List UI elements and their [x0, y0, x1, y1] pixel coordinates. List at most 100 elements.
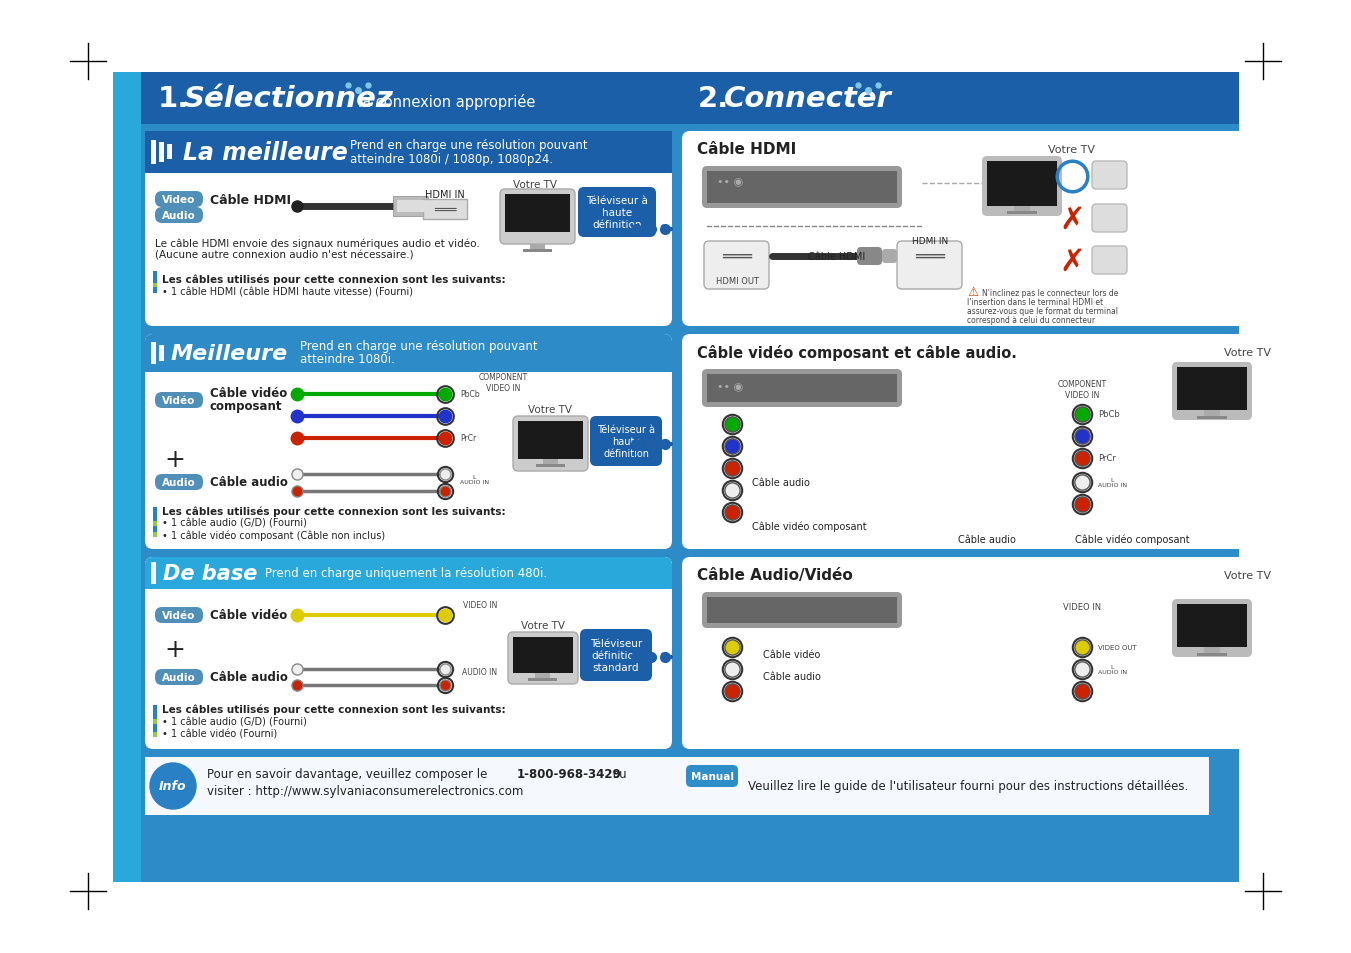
- Bar: [153, 507, 157, 534]
- Text: Veuillez lire le guide de l'utilisateur fourni pour des instructions détaillées.: Veuillez lire le guide de l'utilisateur …: [748, 780, 1189, 793]
- Bar: [1204, 411, 1220, 416]
- Bar: [145, 578, 671, 589]
- Bar: [153, 521, 157, 526]
- Text: ═══: ═══: [915, 248, 944, 266]
- Text: +: +: [165, 638, 185, 661]
- Text: ou: ou: [612, 768, 627, 781]
- Text: De base: De base: [163, 563, 258, 583]
- Bar: [523, 250, 553, 253]
- Bar: [528, 679, 557, 681]
- FancyBboxPatch shape: [686, 765, 738, 787]
- Bar: [159, 346, 163, 361]
- Text: HDMI OUT: HDMI OUT: [716, 277, 758, 286]
- Text: Info: Info: [159, 780, 186, 793]
- FancyBboxPatch shape: [897, 242, 962, 290]
- Text: HDMI IN: HDMI IN: [912, 237, 948, 246]
- Text: 1-800-968-3429: 1-800-968-3429: [517, 768, 621, 781]
- Text: assurez-vous que le format du terminal: assurez-vous que le format du terminal: [967, 307, 1119, 316]
- Text: Câble vidéo composant: Câble vidéo composant: [753, 521, 866, 532]
- FancyBboxPatch shape: [857, 248, 882, 266]
- Text: correspond à celui du connecteur: correspond à celui du connecteur: [967, 316, 1096, 325]
- Text: •• ◉: •• ◉: [717, 177, 743, 187]
- Text: Câble Audio/Vidéo: Câble Audio/Vidéo: [697, 568, 852, 583]
- Text: Câble vidéo: Câble vidéo: [763, 649, 820, 659]
- Bar: [141, 73, 678, 125]
- Text: Connecter: Connecter: [724, 85, 892, 112]
- Text: Câble audio: Câble audio: [763, 671, 821, 681]
- FancyBboxPatch shape: [145, 335, 671, 373]
- Text: Audio: Audio: [162, 477, 196, 488]
- Text: composant: composant: [209, 400, 282, 413]
- FancyBboxPatch shape: [155, 669, 203, 685]
- Text: Câble vidéo: Câble vidéo: [209, 387, 288, 400]
- Bar: [151, 562, 155, 584]
- Text: Pour en savoir davantage, veuillez composer le: Pour en savoir davantage, veuillez compo…: [207, 768, 492, 781]
- Bar: [153, 533, 157, 537]
- FancyBboxPatch shape: [1173, 599, 1252, 658]
- Text: 2.: 2.: [698, 85, 730, 112]
- Text: COMPONENT
VIDEO IN: COMPONENT VIDEO IN: [478, 373, 527, 393]
- Text: Vidéo: Vidéo: [162, 395, 196, 406]
- Bar: [1197, 416, 1227, 419]
- Text: Prend en charge une résolution pouvant: Prend en charge une résolution pouvant: [350, 139, 588, 152]
- Bar: [153, 705, 157, 735]
- Text: Téléviseur
définition
standard: Téléviseur définition standard: [590, 639, 642, 672]
- Bar: [393, 196, 428, 216]
- Text: Câble vidéo composant: Câble vidéo composant: [1074, 535, 1189, 545]
- Text: Câble HDMI: Câble HDMI: [209, 193, 290, 206]
- FancyBboxPatch shape: [155, 208, 203, 224]
- FancyBboxPatch shape: [145, 132, 671, 327]
- Bar: [145, 132, 671, 173]
- Bar: [423, 200, 467, 220]
- Bar: [145, 758, 1209, 815]
- Text: L
AUDIO IN: L AUDIO IN: [1098, 664, 1127, 675]
- Text: Câble audio: Câble audio: [958, 535, 1016, 544]
- Text: Le câble HDMI envoie des signaux numériques audio et vidéo.: Le câble HDMI envoie des signaux numériq…: [155, 238, 480, 249]
- FancyBboxPatch shape: [703, 167, 902, 209]
- Bar: [153, 284, 157, 288]
- Text: Les câbles utilisés pour cette connexion sont les suivants:: Les câbles utilisés pour cette connexion…: [162, 506, 505, 517]
- Bar: [513, 638, 573, 673]
- Bar: [543, 459, 558, 465]
- Text: Les câbles utilisés pour cette connexion sont les suivants:: Les câbles utilisés pour cette connexion…: [162, 704, 505, 715]
- FancyBboxPatch shape: [578, 188, 657, 237]
- Text: Votre TV: Votre TV: [513, 180, 557, 190]
- Text: L
AUDIO IN: L AUDIO IN: [1098, 477, 1127, 488]
- Text: Téléviseur à
haute
définition: Téléviseur à haute définition: [597, 425, 655, 458]
- FancyBboxPatch shape: [882, 250, 897, 264]
- FancyBboxPatch shape: [1092, 205, 1127, 233]
- Text: ═══: ═══: [434, 203, 457, 216]
- Bar: [536, 464, 565, 468]
- Bar: [153, 732, 157, 738]
- Bar: [145, 359, 671, 373]
- Text: Votre TV: Votre TV: [528, 405, 571, 415]
- Bar: [530, 245, 544, 251]
- Bar: [505, 194, 570, 233]
- FancyBboxPatch shape: [145, 558, 671, 749]
- FancyBboxPatch shape: [145, 558, 671, 589]
- Text: Les câbles utilisés pour cette connexion sont les suivants:: Les câbles utilisés pour cette connexion…: [162, 274, 505, 285]
- Text: Câble HDMI: Câble HDMI: [808, 252, 866, 262]
- Text: ═══: ═══: [721, 248, 753, 266]
- Text: VIDEO OUT: VIDEO OUT: [1098, 644, 1136, 650]
- Text: L
AUDIO IN: L AUDIO IN: [459, 474, 489, 485]
- Bar: [1006, 212, 1038, 214]
- Bar: [113, 73, 1239, 882]
- Text: atteindre 1080i / 1080p, 1080p24.: atteindre 1080i / 1080p, 1080p24.: [350, 152, 553, 165]
- Text: Video: Video: [162, 194, 196, 205]
- Bar: [153, 720, 157, 724]
- Text: Vidéo: Vidéo: [162, 610, 196, 620]
- Text: Câble vidéo composant et câble audio.: Câble vidéo composant et câble audio.: [697, 345, 1017, 360]
- FancyBboxPatch shape: [513, 416, 588, 472]
- Text: PrCr: PrCr: [459, 434, 477, 443]
- Text: la connexion appropriée: la connexion appropriée: [358, 94, 535, 110]
- Bar: [113, 73, 141, 882]
- Text: l'insertion dans le terminal HDMI et: l'insertion dans le terminal HDMI et: [967, 298, 1104, 307]
- FancyBboxPatch shape: [155, 393, 203, 409]
- Text: +: +: [165, 448, 185, 472]
- Bar: [707, 375, 897, 402]
- Text: Manual: Manual: [690, 771, 734, 781]
- Text: Votre TV: Votre TV: [1048, 145, 1096, 154]
- Bar: [151, 141, 155, 165]
- Text: ⚠: ⚠: [967, 285, 978, 298]
